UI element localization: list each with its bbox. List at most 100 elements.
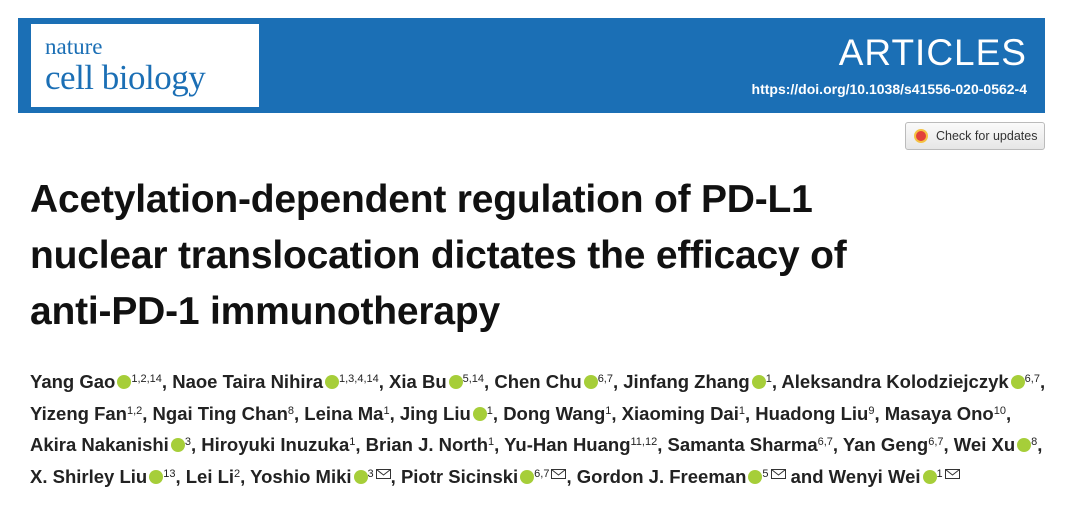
orcid-icon[interactable] bbox=[751, 375, 766, 389]
separator: , bbox=[771, 371, 777, 392]
orcid-icon[interactable] bbox=[1017, 438, 1032, 452]
author-name[interactable]: Akira Nakanishi bbox=[30, 434, 169, 455]
title-line: nuclear translocation dictates the effic… bbox=[30, 234, 847, 277]
separator: , bbox=[494, 434, 500, 455]
separator: , bbox=[161, 371, 168, 392]
author: Ngai Ting Chan8 bbox=[153, 403, 294, 424]
orcid-icon[interactable] bbox=[922, 469, 937, 484]
author-name[interactable]: Aleksandra Kolodziejczyk bbox=[781, 371, 1009, 392]
separator: , bbox=[175, 465, 181, 487]
author-name[interactable]: X. Shirley Liu bbox=[30, 465, 148, 487]
author: Gordon J. Freeman 5 bbox=[577, 466, 786, 487]
author: Chen Chu 6,7 bbox=[494, 371, 613, 392]
orcid-icon[interactable] bbox=[325, 375, 339, 389]
author-name[interactable]: Yoshio Miki bbox=[250, 465, 352, 487]
author-name[interactable]: Samanta Sharma bbox=[667, 434, 818, 455]
author: Yu-Han Huang11,12 bbox=[504, 434, 657, 455]
orcid-icon[interactable] bbox=[583, 375, 598, 389]
affiliation: 13 bbox=[163, 467, 176, 480]
affiliation: 1 bbox=[605, 404, 612, 417]
author-name[interactable]: Gordon J. Freeman bbox=[576, 465, 747, 487]
author: Akira Nakanishi 3 bbox=[30, 434, 191, 455]
email-icon[interactable] bbox=[770, 468, 786, 479]
author-name[interactable]: Jinfang Zhang bbox=[623, 371, 750, 392]
separator: , bbox=[832, 434, 839, 455]
author-name[interactable]: Jing Liu bbox=[399, 402, 471, 424]
author-name[interactable]: Lei Li bbox=[185, 465, 235, 487]
author-name[interactable]: Xiaoming Dai bbox=[621, 402, 739, 424]
author-name[interactable]: Yizeng Fan bbox=[30, 402, 127, 424]
author: Brian J. North1 bbox=[366, 434, 494, 455]
separator: , bbox=[943, 434, 949, 455]
separator: , bbox=[389, 402, 395, 424]
affiliation: 1 bbox=[765, 373, 772, 385]
author: Wei Xu 8 bbox=[954, 434, 1037, 455]
email-icon[interactable] bbox=[551, 468, 567, 479]
email-icon[interactable] bbox=[944, 468, 960, 479]
affiliation: 1 bbox=[488, 436, 495, 448]
author-name[interactable]: Yang Gao bbox=[30, 371, 116, 392]
affiliation: 1 bbox=[383, 404, 390, 417]
author: Samanta Sharma6,7 bbox=[668, 434, 833, 455]
affiliation: 3 bbox=[367, 467, 374, 480]
orcid-icon[interactable] bbox=[170, 438, 185, 452]
separator: , bbox=[484, 371, 490, 392]
author-name[interactable]: Ngai Ting Chan bbox=[152, 402, 288, 424]
separator: , bbox=[1039, 371, 1046, 392]
author-name[interactable]: Huadong Liu bbox=[755, 402, 869, 424]
affiliation: 10 bbox=[993, 404, 1006, 417]
journal-logo[interactable]: nature cell biology bbox=[30, 23, 260, 108]
author-name[interactable]: Chen Chu bbox=[494, 371, 582, 392]
author-name[interactable]: Leina Ma bbox=[304, 402, 384, 424]
author: Jing Liu 1 bbox=[400, 403, 493, 424]
author-name[interactable]: Masaya Ono bbox=[884, 402, 994, 424]
author-name[interactable]: Wenyi Wei bbox=[828, 465, 921, 487]
separator: , bbox=[492, 402, 499, 424]
affiliation: 1,3,4,14 bbox=[339, 373, 379, 385]
affiliation: 6,7 bbox=[597, 373, 613, 385]
separator: , bbox=[240, 465, 246, 487]
author-name[interactable]: Dong Wang bbox=[503, 402, 606, 424]
orcid-icon[interactable] bbox=[748, 469, 763, 484]
orcid-icon[interactable] bbox=[1010, 375, 1025, 389]
separator: , bbox=[355, 434, 361, 455]
doi-link[interactable]: https://doi.org/10.1038/s41556-020-0562-… bbox=[751, 81, 1027, 97]
author: Xiaoming Dai1 bbox=[622, 403, 745, 424]
author-name[interactable]: Brian J. North bbox=[365, 434, 488, 455]
affiliation: 5,14 bbox=[462, 373, 485, 385]
author: X. Shirley Liu 13 bbox=[30, 466, 175, 487]
affiliation: 8 bbox=[287, 404, 294, 417]
separator: , bbox=[190, 434, 197, 455]
author-name[interactable]: Yan Geng bbox=[842, 434, 929, 455]
author: Jinfang Zhang 1 bbox=[623, 371, 772, 392]
affiliation: 5 bbox=[762, 467, 769, 480]
check-updates-button[interactable]: Check for updates bbox=[905, 122, 1045, 150]
author-list: Yang Gao 1,2,14, Naoe Taira Nihira 1,3,4,1… bbox=[30, 366, 1055, 492]
email-icon[interactable] bbox=[375, 468, 391, 479]
affiliation: 9 bbox=[868, 404, 875, 417]
affiliation: 1 bbox=[936, 467, 943, 480]
author-name[interactable]: Xia Bu bbox=[389, 371, 447, 392]
orcid-icon[interactable] bbox=[520, 469, 535, 484]
author-name[interactable]: Wei Xu bbox=[953, 434, 1016, 455]
author-name[interactable]: Piotr Sicinski bbox=[400, 465, 519, 487]
orcid-icon[interactable] bbox=[117, 375, 132, 389]
author: Hiroyuki Inuzuka1 bbox=[201, 434, 355, 455]
separator: , bbox=[611, 402, 617, 424]
separator: , bbox=[1037, 434, 1043, 455]
title-line: anti-PD-1 immunotherapy bbox=[30, 290, 500, 333]
author: Yoshio Miki 3 bbox=[250, 466, 391, 487]
orcid-icon[interactable] bbox=[448, 375, 463, 389]
author-name[interactable]: Yu-Han Huang bbox=[504, 434, 631, 455]
orcid-icon[interactable] bbox=[353, 469, 368, 484]
author-name[interactable]: Hiroyuki Inuzuka bbox=[201, 434, 350, 455]
orcid-icon[interactable] bbox=[149, 469, 164, 484]
orcid-icon[interactable] bbox=[472, 406, 487, 421]
author: Masaya Ono10 bbox=[885, 403, 1006, 424]
affiliation: 6,7 bbox=[817, 436, 833, 448]
separator: , bbox=[874, 402, 880, 424]
affiliation: 1 bbox=[738, 404, 745, 417]
author-name[interactable]: Naoe Taira Nihira bbox=[172, 371, 323, 392]
button-label: Check for updates bbox=[936, 129, 1038, 143]
